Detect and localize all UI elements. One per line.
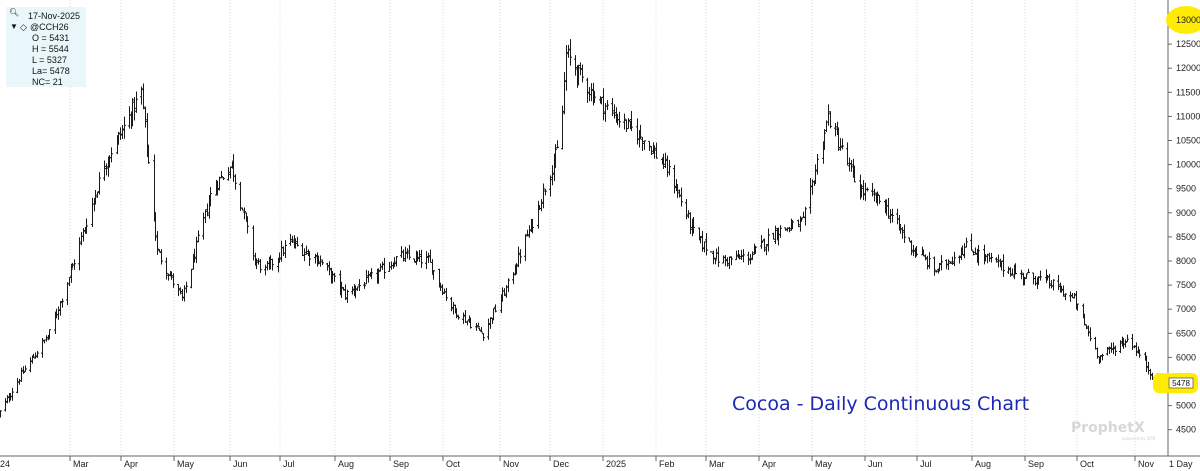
x-tick-label: Nov [503, 459, 520, 469]
x-tick-label: Apr [762, 459, 776, 469]
x-tick-label: May [177, 459, 195, 469]
last-price-label-box [1168, 377, 1194, 389]
info-net-change: NC= 21 [32, 77, 63, 87]
prophetx-logo-sub: powered by DTN [1122, 436, 1156, 441]
x-tick-label: Jul [920, 459, 932, 469]
y-tick-13000-highlighted: 13000 [1176, 15, 1200, 25]
x-tick-label: Jul [283, 459, 295, 469]
chart-title: Cocoa - Daily Continuous Chart [732, 393, 1030, 415]
info-low: L = 5327 [32, 55, 67, 65]
y-tick-label: 9500 [1176, 184, 1196, 194]
x-tick-label: Dec [553, 459, 570, 469]
x-tick-label: May [815, 459, 833, 469]
x-tick-label: Jun [233, 459, 248, 469]
info-symbol: @CCH26 [30, 22, 69, 32]
y-tick-label: 12500 [1176, 39, 1200, 49]
collapse-triangle-icon[interactable]: ▼ [10, 22, 18, 31]
y-tick-label: 11000 [1176, 111, 1200, 121]
x-tick-label: Feb [659, 459, 675, 469]
y-tick-label: 9000 [1176, 208, 1196, 218]
high-price-highlight [1166, 6, 1200, 34]
x-tick-label: Apr [124, 459, 138, 469]
y-tick-label: 10500 [1176, 136, 1200, 146]
last-price-label: 5478 [1172, 379, 1190, 388]
x-tick-label: Mar [73, 459, 89, 469]
x-tick-label: Oct [1080, 459, 1095, 469]
y-tick-label: 7500 [1176, 280, 1196, 290]
info-last: La= 5478 [32, 66, 70, 76]
info-open: O = 5431 [32, 33, 70, 43]
x-tick-label: Aug [338, 459, 354, 469]
y-tick-label: 11500 [1176, 87, 1200, 97]
x-tick-label: Sep [1028, 459, 1044, 469]
x-tick-label: Aug [975, 459, 991, 469]
search-icon[interactable]: 🔍︎ [9, 8, 20, 17]
info-panel: 🔍︎ 17-Nov-2025 ▼ ◇ @CCH26 O = 5431 H = 5… [6, 7, 86, 87]
info-high: H = 5544 [32, 44, 69, 54]
y-tick-label: 8500 [1176, 232, 1196, 242]
plot-area [0, 0, 1168, 456]
y-tick-label: 8000 [1176, 256, 1196, 266]
vertical-gridlines [69, 0, 1136, 456]
x-tick-label: Mar [709, 459, 725, 469]
y-tick-label: 7000 [1176, 304, 1196, 314]
x-tick-label: 2025 [606, 459, 626, 469]
y-tick-label: 10000 [1176, 160, 1200, 170]
info-date: 17-Nov-2025 [28, 11, 81, 21]
y-tick-label: 6500 [1176, 328, 1196, 338]
x-tick-label: Jun [868, 459, 883, 469]
x-tick-label: Sep [393, 459, 409, 469]
x-tick-label: Nov [1138, 459, 1155, 469]
symbol-diamond-icon: ◇ [20, 22, 27, 32]
x-axis: 2024 Mar Apr May Jun Jul Aug Sep Oct Nov Dec 2025 Fe… [0, 456, 1193, 469]
y-tick-label: 12000 [1176, 63, 1200, 73]
price-bars [0, 39, 1159, 418]
interval-label: 1 Day [1169, 459, 1193, 469]
y-tick-label: 5000 [1176, 401, 1196, 411]
x-tick-label: Oct [446, 459, 461, 469]
x-tick-label: 2024 [0, 459, 10, 469]
y-tick-label: 4500 [1176, 425, 1196, 435]
y-tick-label: 6000 [1176, 352, 1196, 362]
y-axis: 12500 12000 11500 11000 10500 10000 9500 9000 85… [1168, 19, 1200, 435]
prophetx-logo: ProphetX [1071, 420, 1145, 436]
